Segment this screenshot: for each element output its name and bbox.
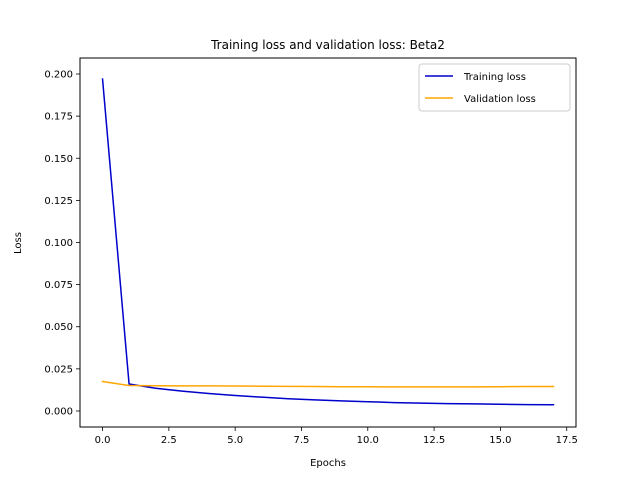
y-axis-label: Loss [13,232,24,254]
legend-label-training-loss: Training loss [463,72,526,83]
legend-label-validation-loss: Validation loss [464,94,536,105]
y-tick-label: 0.100 [44,238,73,249]
y-tick-label: 0.025 [44,364,73,375]
y-tick-label: 0.200 [44,70,73,81]
y-tick-label: 0.150 [44,154,73,165]
x-axis-label: Epochs [310,458,346,469]
x-tick-label: 2.5 [161,435,177,446]
series-layer [101,78,555,406]
x-tick-label: 7.5 [294,435,310,446]
y-tick-label: 0.125 [44,196,73,207]
x-tick-label: 10.0 [357,435,379,446]
x-tick-label: 17.5 [556,435,578,446]
y-tick-label: 0.175 [44,112,73,123]
y-tick-label: 0.050 [44,322,73,333]
y-tick-label: 0.000 [44,406,73,417]
ticks-layer: 0.0 2.5 5.0 7.5 10.0 12.5 15.0 17.5 0.000 0.025 0.… [44,70,577,446]
legend-box [418,63,571,112]
x-tick-label: 5.0 [227,435,243,446]
series-line-training-loss [101,78,555,406]
series-line-validation-loss [101,380,555,388]
legend: Training loss Validation loss [418,63,571,112]
x-tick-label: 0.0 [95,435,111,446]
plot-frame [79,57,577,428]
x-tick-label: 15.0 [489,435,511,446]
chart-title: Training loss and validation loss: Beta2 [210,38,445,52]
y-tick-label: 0.075 [44,280,73,291]
x-tick-label: 12.5 [423,435,445,446]
